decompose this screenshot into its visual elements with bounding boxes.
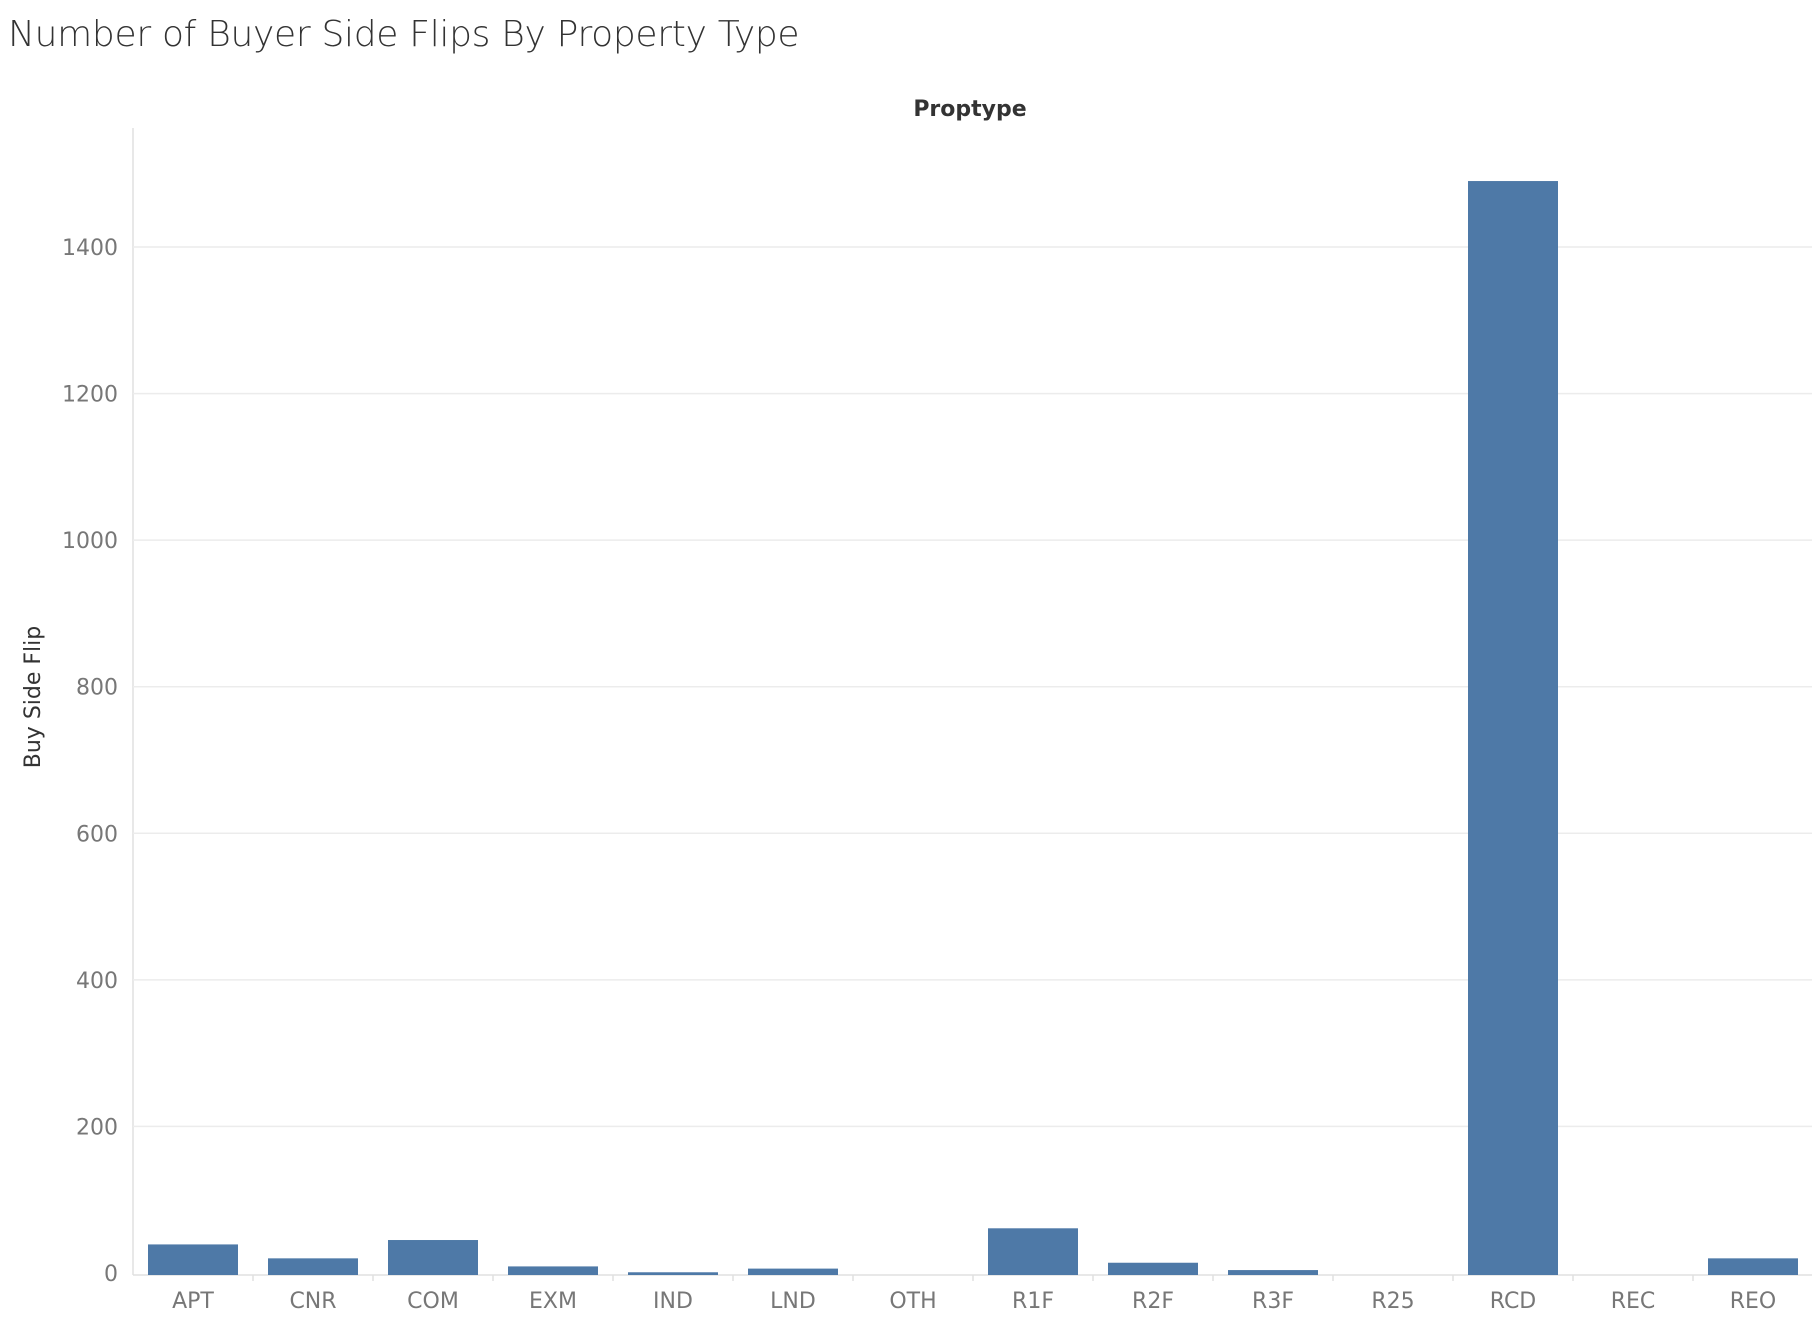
bar-apt xyxy=(148,1244,238,1275)
y-tick-label: 0 xyxy=(104,1262,118,1287)
column-header: Proptype xyxy=(913,97,1026,122)
x-tick-label: R3F xyxy=(1252,1289,1294,1314)
bar-cnr xyxy=(268,1258,358,1275)
x-tick-label: REO xyxy=(1730,1289,1777,1314)
y-tick-label: 1400 xyxy=(62,236,118,261)
x-tick-label: LND xyxy=(770,1289,816,1314)
bar-r2f xyxy=(1108,1262,1198,1275)
bar-lnd xyxy=(748,1268,838,1275)
x-tick-label: IND xyxy=(653,1289,693,1314)
bar-ind xyxy=(628,1272,718,1275)
bar-rcd xyxy=(1468,181,1558,1276)
x-tick-label: R2F xyxy=(1132,1289,1174,1314)
y-tick-label: 800 xyxy=(76,676,118,701)
x-tick-label: COM xyxy=(407,1289,459,1314)
bar-exm xyxy=(508,1266,598,1275)
y-axis-label: Buy Side Flip xyxy=(21,626,46,768)
bar-reo xyxy=(1708,1258,1798,1275)
chart-title: Number of Buyer Side Flips By Property T… xyxy=(8,14,800,55)
y-tick-label: 1200 xyxy=(62,383,118,408)
x-axis-ticks: APT CNR COM EXM IND LND OTH R1F R2F R3F R25 RCD REC R… xyxy=(172,1275,1776,1314)
gridlines xyxy=(132,128,1812,1276)
x-tick-label: CNR xyxy=(289,1289,336,1314)
x-tick-label: R25 xyxy=(1371,1289,1414,1314)
bar-r1f xyxy=(988,1228,1078,1275)
bar-com xyxy=(388,1240,478,1275)
x-tick-label: REC xyxy=(1611,1289,1656,1314)
x-tick-label: EXM xyxy=(529,1289,577,1314)
y-tick-label: 200 xyxy=(76,1115,118,1140)
x-tick-label: OTH xyxy=(889,1289,936,1314)
y-tick-label: 1000 xyxy=(62,529,118,554)
y-tick-label: 600 xyxy=(76,822,118,847)
y-axis-ticks: 0 200 400 600 800 1000 1200 1400 xyxy=(62,236,118,1287)
x-tick-label: APT xyxy=(172,1289,214,1314)
y-tick-label: 400 xyxy=(76,969,118,994)
x-tick-label: R1F xyxy=(1012,1289,1054,1314)
x-tick-label: RCD xyxy=(1490,1289,1537,1314)
bars xyxy=(148,181,1798,1276)
bar-r3f xyxy=(1228,1270,1318,1275)
